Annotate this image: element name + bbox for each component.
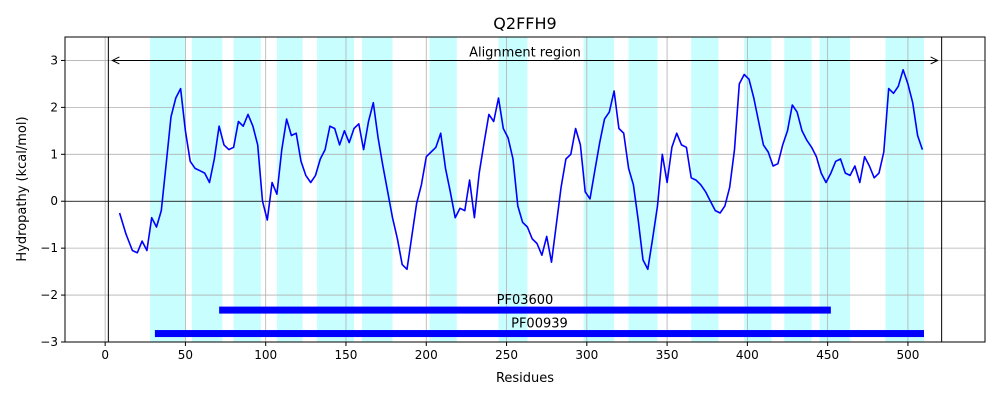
tm-region [317, 37, 355, 342]
y-axis-label: Hydropathy (kcal/mol) [15, 116, 30, 261]
tm-region [150, 37, 186, 342]
tm-region-layer [150, 37, 924, 342]
x-tick-label: 300 [575, 348, 598, 362]
tm-region [429, 37, 457, 342]
x-axis-label: Residues [496, 371, 554, 386]
tm-region [276, 37, 303, 342]
tm-region [191, 37, 223, 342]
tm-region [233, 37, 261, 342]
x-tick-label: 250 [495, 348, 518, 362]
y-tick-label: 0 [50, 194, 58, 208]
x-tick-label: 150 [335, 348, 358, 362]
tm-region [819, 37, 851, 342]
tm-region [628, 37, 658, 342]
tick-layer: 0 50 100 150 200 250 300 350 400 450 500 −3 −2 −1 0 1 2 3 [40, 53, 919, 362]
y-tick-label: −1 [40, 241, 58, 255]
annotation-layer: Alignment region PF03600 PF00939 [107, 37, 943, 342]
y-tick-label: −2 [40, 288, 58, 302]
tm-region [784, 37, 812, 342]
x-tick-label: 200 [415, 348, 438, 362]
alignment-arrow-left-head [111, 56, 120, 65]
domain-label: PF00939 [511, 317, 568, 332]
y-tick-label: 1 [50, 147, 58, 161]
tm-region [885, 37, 924, 342]
x-tick-label: 450 [816, 348, 839, 362]
x-tick-label: 400 [736, 348, 759, 362]
x-tick-label: 500 [896, 348, 919, 362]
x-tick-label: 350 [656, 348, 679, 362]
tm-region [583, 37, 615, 342]
domain-bar [154, 330, 924, 338]
chart-title: Q2FFH9 [493, 14, 556, 33]
domain-bar [219, 306, 831, 314]
y-tick-label: −3 [40, 335, 58, 349]
x-tick-label: 100 [254, 348, 277, 362]
x-tick-label: 50 [178, 348, 193, 362]
alignment-arrow-right-head [930, 56, 939, 65]
x-tick-label: 0 [101, 348, 109, 362]
hydropathy-series-line [118, 69, 924, 271]
tm-region [498, 37, 528, 342]
y-tick-label: 2 [50, 100, 58, 114]
series-layer [118, 69, 924, 271]
y-tick-label: 3 [50, 53, 58, 67]
alignment-region-label: Alignment region [469, 45, 581, 60]
plot-frame [64, 36, 986, 343]
tm-region [744, 37, 772, 342]
domain-label: PF03600 [497, 293, 554, 308]
